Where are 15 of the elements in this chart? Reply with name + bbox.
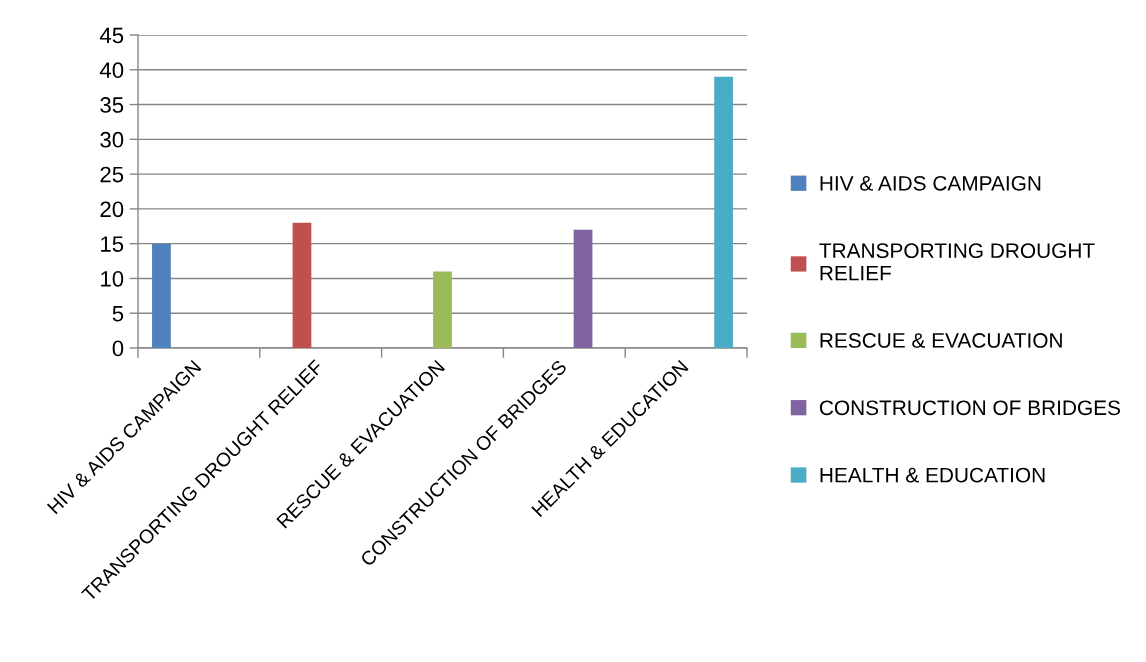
y-tick-label: 10 <box>101 270 124 287</box>
y-tick-label: 35 <box>100 97 124 113</box>
legend-label: TRANSPORTING DROUGHT RELIEF <box>819 243 1095 281</box>
y-tick-label: 15 <box>101 236 124 252</box>
legend-label: RESCUE & EVACUATION <box>820 333 1062 348</box>
y-tick-label: 30 <box>100 131 124 148</box>
y-tick-label: 5 <box>112 305 124 322</box>
legend-label: CONSTRUCTION OF BRIDGES <box>819 400 1121 416</box>
y-tick-label: 0 <box>112 340 124 357</box>
legend-label: HEALTH & EDUCATION <box>820 467 1045 483</box>
legend-label: HIV & AIDS CAMPAIGN <box>820 175 1041 191</box>
y-tick-label: 20 <box>100 201 124 218</box>
y-tick-label: 25 <box>100 166 124 183</box>
y-tick-label: 45 <box>99 27 124 44</box>
y-tick-label: 40 <box>99 62 124 79</box>
